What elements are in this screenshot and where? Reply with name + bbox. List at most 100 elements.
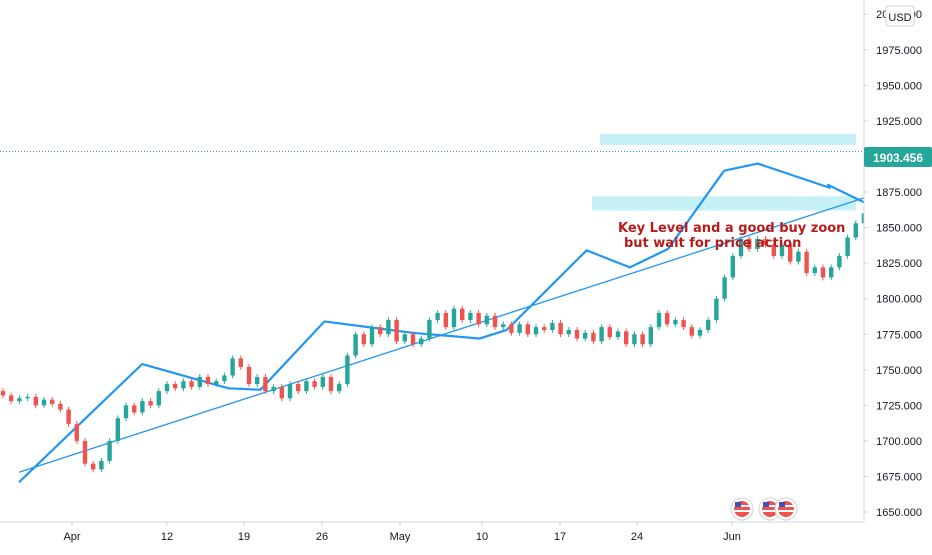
y-tick-label: 1750.000 [876,365,922,377]
candle-body [419,338,424,345]
candle-body [99,460,104,470]
support-trend-line [18,175,931,473]
candle-body [189,381,194,387]
y-tick-label: 1825.000 [876,258,922,270]
candle-body [599,327,604,342]
candle-body [829,267,834,278]
candle-body [763,238,768,245]
candle-body [246,366,252,385]
candle-body [263,376,268,392]
zigzag-trend-line [18,85,905,483]
candle-body [738,238,744,257]
zone-resistance [600,133,856,146]
y-tick-label: 1925.000 [876,116,922,128]
candle-body [33,396,38,406]
candle-body [714,298,719,321]
candle-body [648,327,653,345]
x-tick-label: 26 [316,531,328,543]
us-flag-event-icon[interactable] [774,497,798,521]
candle-body [91,463,96,470]
candle-body [140,401,145,413]
candle-body [197,376,202,387]
x-tick-label: 24 [631,531,643,543]
x-tick-label: Jun [723,531,741,543]
candle-body [624,331,629,345]
candle-body [394,320,399,342]
annotation-line-2: but wait for price action [624,236,801,251]
candle-body [205,376,211,385]
annotation-line-1: Key Level and a good buy zoon [618,221,845,236]
candle-body [304,381,309,392]
candle-body [771,244,776,257]
y-tick-label: 1700.000 [876,436,922,448]
x-tick-label: 19 [238,531,250,543]
candle-body [583,332,588,339]
candle-body [328,376,334,392]
candle-body [156,391,161,406]
candle-body [222,375,227,382]
candle-body [574,329,580,339]
candle-body [788,244,793,262]
candle-body [837,256,842,268]
time-axis[interactable]: Apr 12 19 26 May 10 17 24 Jun [63,522,741,543]
candle-body [665,312,670,325]
candle-body [779,244,785,257]
candle-body [41,399,47,406]
x-tick-label: 17 [554,531,566,543]
candle-body [812,267,817,274]
candle-body [673,320,678,325]
candle-body [656,312,662,328]
candle-body [50,399,55,404]
candle-body [484,315,489,325]
candle-body [107,440,112,461]
y-tick-label: 1650.000 [876,507,922,519]
candle-body [66,409,71,424]
y-tick-label: 1850.000 [876,223,922,235]
candle-body [74,423,79,441]
x-tick-label: 12 [161,531,173,543]
candle-body [550,322,555,330]
candle-body [492,315,498,328]
candle-body [345,355,350,385]
candle-body [566,329,571,335]
us-flag-event-icon[interactable] [758,497,782,521]
candle-body [255,376,260,385]
candle-body [476,312,481,325]
y-tick-label: 1975.000 [876,45,922,57]
candle-body [697,329,703,336]
candle-body [591,332,596,342]
price-axis-bg [864,0,932,550]
candle-body [410,334,416,345]
candle-body [468,312,473,321]
candle-body [353,334,358,356]
us-flag-event-icon[interactable] [730,497,754,521]
candle-body [0,391,6,396]
candle-body [517,324,522,333]
candle-body [435,312,440,321]
candle-body [755,238,760,249]
candle-body [820,267,826,278]
y-tick-label: 1775.000 [876,329,922,341]
candle-body [640,334,645,345]
y-tick-label: 1950.000 [876,80,922,92]
candle-body [747,238,752,249]
candle-body [271,386,276,392]
candle-body [238,358,243,367]
x-tick-label: Apr [63,531,80,543]
zones-layer [592,133,856,211]
candle-body [607,327,612,338]
candle-body [853,223,858,238]
candle-body [164,384,170,392]
currency-button[interactable] [885,5,915,27]
candle-body [58,403,63,410]
candle-body [82,440,88,464]
candle-body [451,308,457,328]
candle-body [845,237,850,257]
y-tick-label: 1875.000 [876,187,922,199]
candle-body [369,327,375,345]
candle-body [25,396,30,399]
candle-body [173,384,178,389]
candle-body [279,386,284,399]
candle-body [361,334,366,345]
